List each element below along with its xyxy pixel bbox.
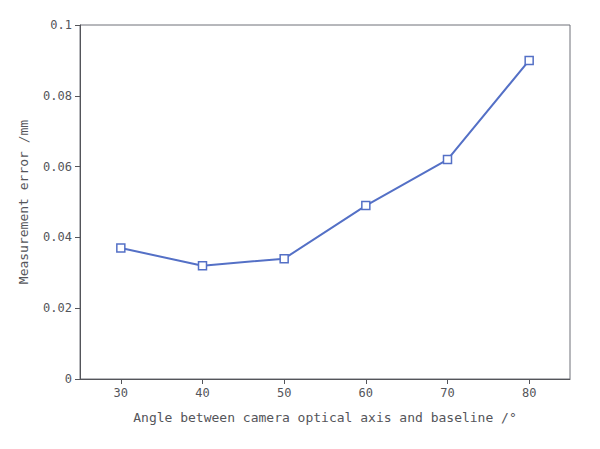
svg-text:60: 60 — [359, 386, 373, 400]
svg-text:30: 30 — [114, 386, 128, 400]
svg-text:50: 50 — [277, 386, 291, 400]
svg-text:0.06: 0.06 — [43, 160, 72, 174]
svg-text:0.08: 0.08 — [43, 89, 72, 103]
svg-text:0: 0 — [65, 372, 72, 386]
svg-text:0.1: 0.1 — [50, 18, 72, 32]
svg-text:Measurement error /mm: Measurement error /mm — [16, 120, 31, 285]
svg-text:0.04: 0.04 — [43, 230, 72, 244]
svg-text:70: 70 — [440, 386, 454, 400]
svg-text:Angle between camera optical a: Angle between camera optical axis and ba… — [133, 410, 517, 425]
svg-text:80: 80 — [522, 386, 536, 400]
svg-text:40: 40 — [195, 386, 209, 400]
svg-text:0.02: 0.02 — [43, 301, 72, 315]
